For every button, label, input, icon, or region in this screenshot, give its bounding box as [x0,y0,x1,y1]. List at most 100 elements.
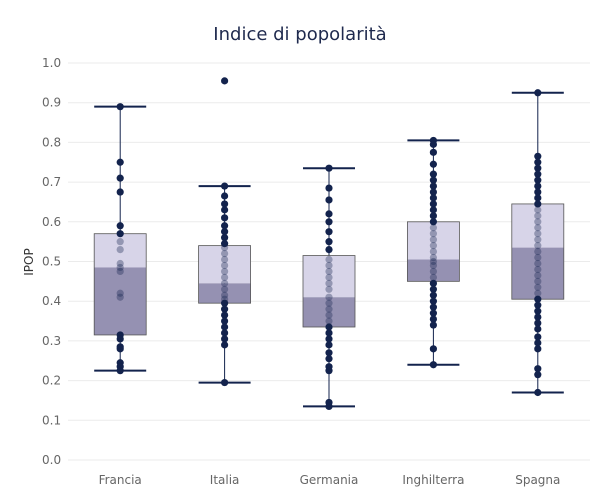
data-point [325,311,333,319]
data-point [429,236,437,244]
data-point [325,261,333,270]
data-point [429,321,437,329]
data-point [429,303,437,311]
boxes [93,77,565,411]
data-point [221,317,229,325]
x-tick-label: Italia [210,473,240,487]
data-point [221,279,229,287]
data-point [429,148,437,156]
data-point [116,174,124,182]
data-point [325,279,333,287]
box-group-inghilterra [406,136,460,369]
data-point [325,184,333,192]
data-point [534,307,542,315]
data-point [429,345,437,353]
data-point [221,299,229,307]
data-point [534,224,542,232]
data-point [116,293,124,301]
data-point [221,77,229,85]
data-point [221,182,229,190]
box-lower [407,259,460,282]
data-point [534,339,542,347]
box-group-francia [93,103,147,375]
data-point [429,257,437,266]
data-point [116,245,124,254]
box-lower [511,247,564,300]
data-point [221,206,229,214]
data-point [534,194,542,202]
data-point [534,152,542,160]
data-point [116,222,124,230]
data-point [221,305,229,313]
y-tick-label: 0.7 [42,175,61,189]
data-point [325,273,333,281]
data-point [534,295,542,303]
x-axis-ticks: Francia Italia Germania Inghilterra Spagna [99,473,561,487]
box-upper [94,233,147,268]
data-point [325,267,333,276]
data-point [221,311,229,319]
data-point [534,188,542,196]
data-point [429,200,437,208]
data-point [429,212,437,220]
data-point [116,345,124,353]
data-point [429,170,437,178]
data-point [221,249,229,258]
data-point [325,238,333,246]
data-point [221,234,229,242]
data-point [429,267,437,276]
data-point [534,277,542,285]
data-point [534,271,542,279]
box-lower [303,297,355,328]
data-point [534,212,542,220]
data-point [325,299,333,307]
box-lower [94,267,147,335]
data-point [325,335,333,343]
data-point [429,361,437,369]
data-point [534,319,542,327]
data-point [325,196,333,204]
data-point [534,333,542,341]
data-point [534,170,542,178]
data-point [221,335,229,343]
data-point [325,285,333,293]
data-point [325,317,333,325]
data-point [534,301,542,309]
data-point [429,176,437,184]
data-point [221,267,229,276]
data-point [325,255,333,264]
data-point [429,315,437,323]
data-point [534,164,542,172]
data-point [534,89,542,97]
box-upper [407,221,460,260]
data-point [429,297,437,305]
data-point [534,200,542,208]
data-point [534,289,542,297]
y-tick-label: 0.2 [42,374,61,388]
data-point [221,285,229,293]
data-point [534,218,542,226]
x-tick-label: Francia [99,473,142,487]
data-point [534,253,542,262]
data-point [116,238,124,246]
data-point [325,293,333,301]
box-upper [303,255,355,298]
data-point [429,218,437,226]
y-tick-label: 0.9 [42,96,61,110]
data-point [325,164,333,172]
data-point [221,214,229,222]
data-point [429,285,437,293]
data-point [534,182,542,190]
data-point [429,291,437,299]
data-point [221,323,229,331]
data-point [534,265,542,274]
data-point [429,194,437,202]
chart-title: Indice di popolarità [213,24,386,45]
data-point [116,188,124,196]
data-point [221,341,229,349]
data-point [325,355,333,363]
y-tick-label: 0.6 [42,215,61,229]
data-point [116,103,124,111]
data-point [429,273,437,281]
